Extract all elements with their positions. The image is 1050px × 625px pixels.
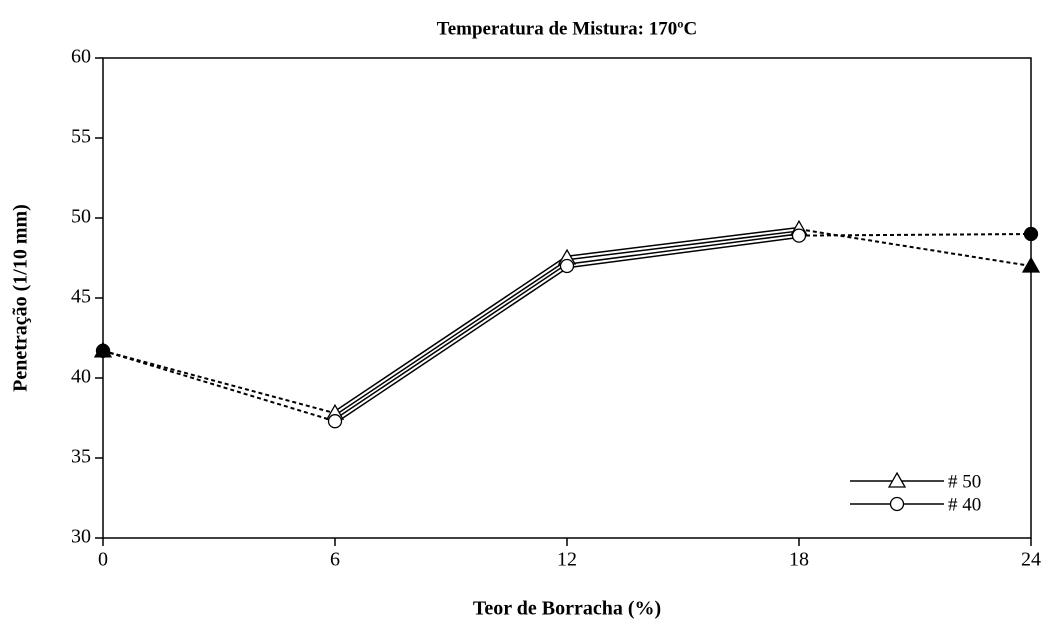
line-segment-dashed xyxy=(798,233,1032,237)
legend-label: # 50 xyxy=(948,471,981,492)
legend-label: # 40 xyxy=(948,494,981,515)
y-axis-label: Penetração (1/10 mm) xyxy=(10,204,32,392)
line-segment-inner xyxy=(566,228,800,259)
x-tick-label: 0 xyxy=(98,549,108,571)
point-marker xyxy=(95,343,111,358)
line-segment-inner xyxy=(334,265,568,423)
point-marker xyxy=(327,414,343,429)
x-tick-label: 24 xyxy=(1021,549,1041,571)
x-tick-label: 18 xyxy=(789,549,809,571)
y-tick-label: 60 xyxy=(71,46,91,68)
y-tick-label: 30 xyxy=(71,526,91,548)
y-axis-label-group: Penetração (1/10 mm) xyxy=(10,204,32,392)
y-tick-label: 50 xyxy=(71,206,91,228)
legend-marker xyxy=(889,496,905,512)
y-tick-label: 45 xyxy=(71,286,91,308)
y-tick-label: 40 xyxy=(71,366,91,388)
point-marker xyxy=(791,228,807,243)
point-marker xyxy=(1021,256,1041,273)
x-tick-label: 6 xyxy=(330,549,340,571)
y-tick-label: 35 xyxy=(71,446,91,468)
line-segment-inner xyxy=(334,257,568,415)
line-segment-inner xyxy=(566,234,800,267)
point-marker xyxy=(559,258,575,274)
chart-title: Temperatura de Mistura: 170ºC xyxy=(437,18,697,39)
x-axis-label: Teor de Borracha (%) xyxy=(473,598,661,620)
line-segment-dashed xyxy=(102,349,336,415)
y-tick-label: 55 xyxy=(71,126,91,148)
x-tick-label: 12 xyxy=(557,549,577,571)
point-marker xyxy=(1023,226,1039,242)
line-segment-dashed xyxy=(102,349,336,423)
legend-marker xyxy=(887,471,907,488)
